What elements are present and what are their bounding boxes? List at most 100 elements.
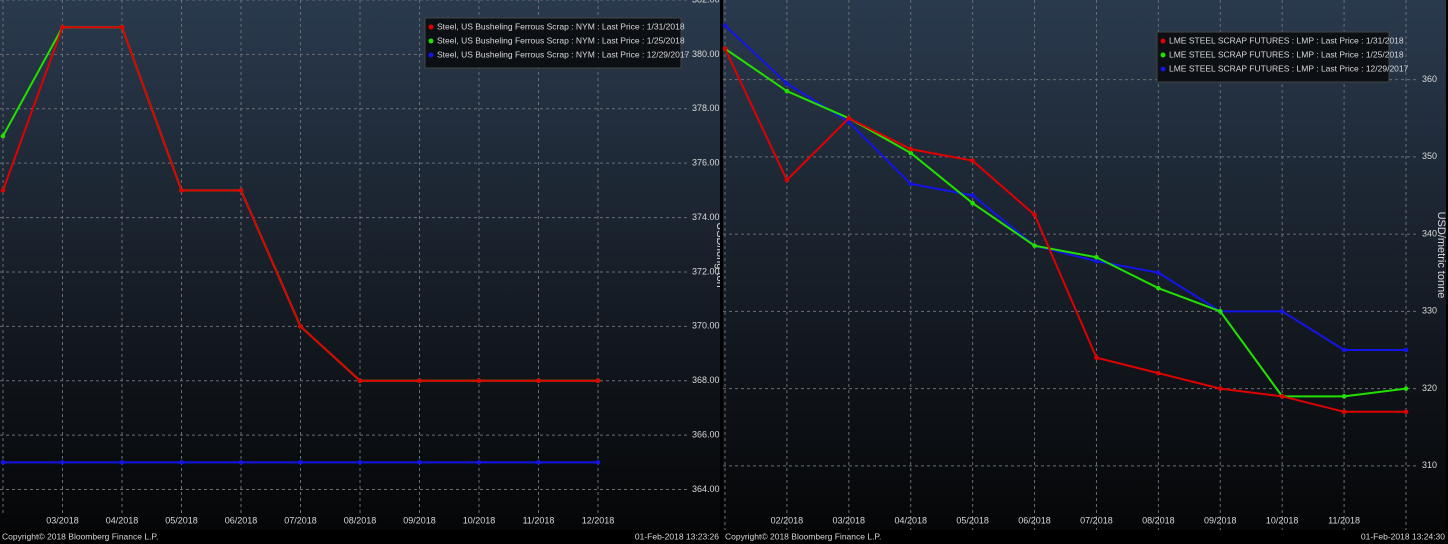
data-point (1341, 347, 1347, 353)
legend-box (424, 17, 682, 69)
x-tick-label: 08/2018 (1142, 515, 1175, 525)
data-point (1341, 394, 1347, 399)
data-point (784, 177, 790, 183)
x-tick-label: 06/2018 (1018, 515, 1051, 525)
y-tick-label: 320 (1422, 383, 1437, 393)
x-tick-label: 07/2018 (1080, 515, 1113, 525)
legend-swatch (428, 24, 434, 30)
legend-label: Steel, US Busheling Ferrous Scrap : NYM … (437, 35, 685, 45)
data-point (417, 460, 422, 465)
y-tick-label: 350 (1422, 151, 1437, 161)
legend-label: LME STEEL SCRAP FUTURES : LMP : Last Pri… (1169, 49, 1404, 59)
data-point (1156, 285, 1161, 291)
x-tick-label: 12/2018 (582, 515, 615, 525)
data-point (0, 133, 6, 139)
legend-swatch (428, 52, 434, 58)
y-tick-label: 340 (1422, 228, 1437, 238)
data-point (60, 24, 65, 30)
data-point (1156, 370, 1161, 376)
y-tick-label: 382.00 (692, 0, 720, 4)
copyright: Copyright© 2018 Bloomberg Finance L.P. (2, 531, 158, 541)
data-point (846, 115, 852, 121)
x-tick-label: 03/2018 (833, 515, 866, 525)
x-tick-label: 05/2018 (956, 515, 989, 525)
data-point (1217, 386, 1223, 391)
data-point (595, 460, 601, 465)
x-tick-label: 07/2018 (284, 515, 317, 525)
timestamp: 01-Feb-2018 13:23:26 (635, 531, 719, 541)
x-tick-label: 09/2018 (403, 515, 436, 525)
legend-swatch (428, 38, 434, 44)
y-tick-label: 368.00 (692, 375, 720, 385)
data-point (179, 188, 184, 193)
x-tick-label: 08/2018 (344, 515, 377, 525)
x-tick-label: 05/2018 (165, 515, 198, 525)
x-tick-label: 02/2018 (771, 515, 804, 525)
legend-label: Steel, US Busheling Ferrous Scrap : NYM … (437, 49, 690, 59)
y-tick-label: 380.00 (692, 49, 720, 59)
series-line (724, 47, 1407, 398)
legend-label: LME STEEL SCRAP FUTURES : LMP : Last Pri… (1169, 63, 1409, 73)
x-tick-label: 04/2018 (894, 515, 927, 525)
y-tick-label: 378.00 (692, 103, 720, 113)
data-point (722, 23, 728, 28)
y-tick-label: 372.00 (692, 266, 720, 276)
data-point (846, 119, 852, 125)
data-point (1032, 243, 1037, 248)
data-point (357, 460, 363, 465)
data-point (417, 378, 422, 384)
legend-swatch (1160, 52, 1166, 58)
data-point (1094, 254, 1099, 260)
data-point (908, 146, 914, 152)
chart-panel: 364.00 366.00 368.00 370.00 372.00 374.00 376.… (0, 0, 726, 541)
data-point (784, 88, 790, 94)
data-point (1156, 270, 1161, 276)
data-point (238, 188, 244, 193)
legend-swatch (1160, 38, 1166, 44)
legend-swatch (1160, 66, 1166, 72)
data-point (1217, 309, 1223, 314)
data-point (1279, 309, 1285, 314)
y-tick-label: 360 (1422, 74, 1437, 84)
data-point (536, 378, 541, 384)
x-tick-label: 11/2018 (1328, 515, 1360, 525)
legend-label: Steel, US Busheling Ferrous Scrap : NYM … (437, 21, 685, 31)
timestamp: 01-Feb-2018 13:24:30 (1361, 531, 1445, 541)
y-axis-label: USD/metric tonne (1435, 212, 1447, 299)
x-tick-label: 09/2018 (1204, 515, 1237, 525)
y-tick-label: 366.00 (692, 430, 720, 440)
data-point (1094, 355, 1099, 361)
data-point (476, 378, 482, 384)
data-point (1403, 347, 1409, 353)
data-point (298, 460, 303, 465)
copyright: Copyright© 2018 Bloomberg Finance L.P. (725, 531, 881, 541)
data-point (970, 158, 975, 163)
data-point (536, 460, 541, 465)
x-tick-label: 11/2018 (523, 515, 555, 525)
data-point (298, 324, 303, 329)
data-point (1341, 409, 1347, 415)
data-point (908, 181, 914, 187)
x-tick-label: 03/2018 (46, 515, 79, 525)
x-tick-label: 10/2018 (463, 515, 496, 525)
data-point (1094, 258, 1099, 264)
series-line (724, 48, 1406, 413)
data-point (722, 46, 728, 51)
y-tick-label: 370.00 (692, 321, 720, 331)
data-point (0, 460, 6, 465)
chart-panel: 310 320 330 340 350 360 02/2018 03/2018 04/2018 0… (722, 0, 1447, 541)
data-point (595, 378, 601, 384)
data-point (238, 460, 244, 465)
y-tick-label: 330 (1422, 306, 1437, 316)
data-point (908, 150, 914, 156)
y-tick-label: 310 (1422, 460, 1437, 470)
data-point (970, 193, 975, 198)
data-point (1279, 394, 1285, 399)
data-point (784, 81, 790, 86)
plot-background (723, 0, 1446, 530)
data-point (1403, 409, 1409, 415)
legend-label: LME STEEL SCRAP FUTURES : LMP : Last Pri… (1169, 35, 1404, 45)
x-tick-label: 10/2018 (1266, 515, 1299, 525)
data-point (119, 24, 125, 30)
